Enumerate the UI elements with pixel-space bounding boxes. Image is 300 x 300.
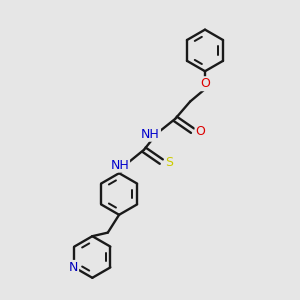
Text: S: S xyxy=(165,156,173,169)
Text: O: O xyxy=(196,125,206,138)
Text: N: N xyxy=(69,261,78,274)
Text: O: O xyxy=(200,77,210,90)
Text: NH: NH xyxy=(110,159,129,172)
Text: NH: NH xyxy=(141,128,160,141)
